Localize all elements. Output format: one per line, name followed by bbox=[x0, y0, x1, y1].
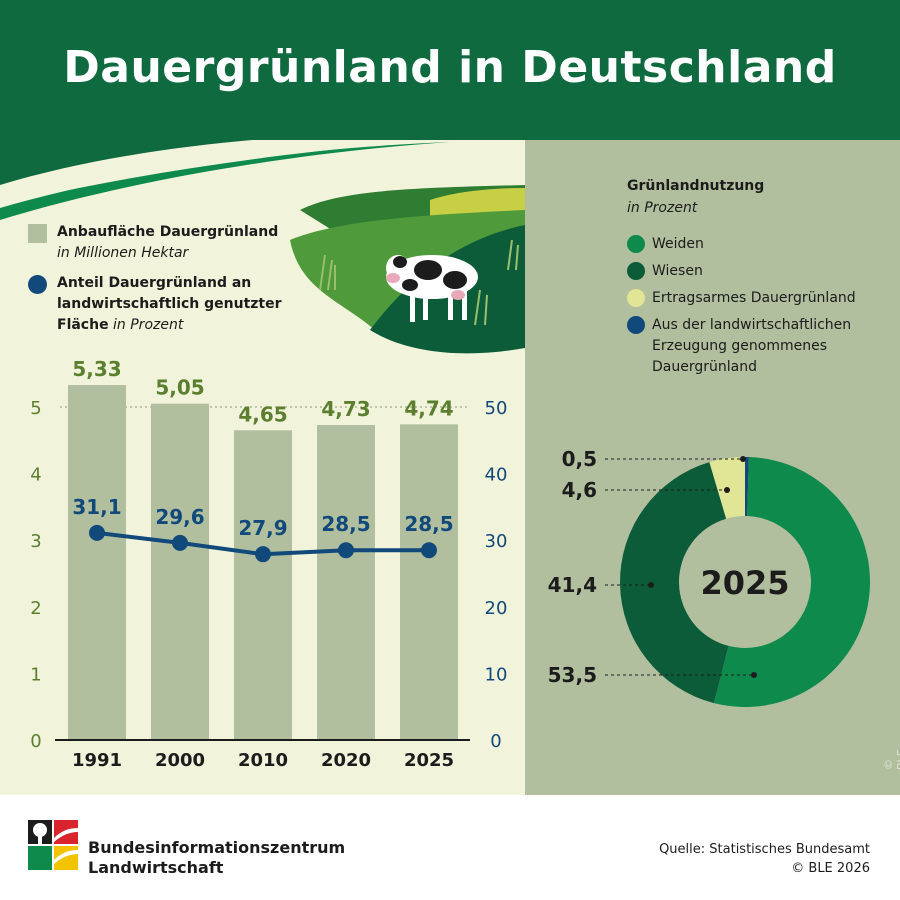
pie-leader-dot bbox=[724, 487, 730, 493]
pie-legend-dot-weiden bbox=[627, 235, 645, 253]
legend-bar-title: Anbaufläche Dauergrünland bbox=[57, 224, 279, 240]
source-text: Quelle: Statistisches Bundesamt bbox=[659, 842, 870, 857]
vertical-copyright: © BLE bbox=[882, 749, 900, 770]
pie-legend-label-ertragsarm: Ertragsarmes Dauergrünland bbox=[652, 290, 856, 306]
copyright-text: © BLE 2026 bbox=[791, 861, 870, 876]
legend-line-swatch bbox=[28, 275, 47, 294]
legend-line-title-2: landwirtschaftlich genutzter bbox=[57, 296, 282, 312]
pie-legend-dot-genommen bbox=[627, 316, 645, 334]
ble-logo-icon bbox=[28, 820, 78, 870]
y-left-tick-label: 3 bbox=[30, 531, 41, 552]
bar-value-label: 4,65 bbox=[238, 402, 287, 426]
y-right-tick-label: 30 bbox=[485, 531, 508, 552]
donut-chart: 2025 0,5 53,5 41,4 4,6 bbox=[548, 447, 870, 707]
line-point bbox=[421, 542, 437, 559]
pie-legend-title: Grünlandnutzung bbox=[627, 178, 765, 194]
pie-leader-dot bbox=[751, 672, 757, 678]
pie-slice-label: 4,6 bbox=[562, 478, 597, 502]
header-swoosh bbox=[0, 130, 525, 220]
y-right-tick-label: 20 bbox=[485, 598, 508, 619]
y-left-tick-label: 0 bbox=[30, 731, 41, 752]
bar bbox=[234, 430, 292, 740]
legend-line-title-1: Anteil Dauergrünland an bbox=[57, 275, 252, 291]
legend-line-unit: in Prozent bbox=[113, 317, 184, 333]
bar bbox=[68, 385, 126, 740]
pie-slice bbox=[713, 457, 870, 707]
pie-legend-label-weiden: Weiden bbox=[652, 236, 704, 252]
x-tick-label: 2000 bbox=[155, 750, 205, 771]
pie-slice bbox=[745, 457, 749, 517]
x-tick-label: 2025 bbox=[404, 750, 454, 771]
pie-slice-label: 0,5 bbox=[562, 447, 597, 471]
line-point bbox=[89, 524, 105, 541]
page-title: Dauergrünland in Deutschland bbox=[63, 42, 837, 93]
bar-value-label: 5,33 bbox=[72, 357, 121, 381]
x-tick-label: 2020 bbox=[321, 750, 371, 771]
footer bbox=[0, 795, 900, 900]
pie-legend-subtitle: in Prozent bbox=[627, 200, 698, 216]
combo-chart: 012345010203040505,3319915,0520004,65201… bbox=[30, 357, 508, 771]
legend-bar-swatch bbox=[28, 224, 47, 243]
x-tick-label: 2010 bbox=[238, 750, 288, 771]
pie-legend-label-wiesen: Wiesen bbox=[652, 263, 703, 279]
x-tick-label: 1991 bbox=[72, 750, 122, 771]
line-value-label: 28,5 bbox=[321, 512, 370, 536]
legend-bar-label: Anbaufläche Dauergrünland in Millionen H… bbox=[57, 222, 278, 264]
y-right-tick-label: 0 bbox=[490, 731, 501, 752]
y-left-tick-label: 5 bbox=[30, 398, 41, 419]
legend-line-label: Anteil Dauergrünland an landwirtschaftli… bbox=[57, 273, 282, 336]
org-name-line-1: Bundesinformationszentrum bbox=[88, 838, 346, 857]
y-left-tick-label: 2 bbox=[30, 598, 41, 619]
pasture-cow-illustration bbox=[290, 185, 525, 354]
bar bbox=[317, 424, 375, 740]
line-value-label: 28,5 bbox=[404, 512, 453, 536]
y-left-tick-label: 1 bbox=[30, 664, 41, 685]
legend-bar-unit: in Millionen Hektar bbox=[57, 245, 189, 261]
pie-slice-label: 53,5 bbox=[548, 663, 597, 687]
pie-leader-dot bbox=[740, 456, 746, 462]
line-point bbox=[172, 534, 188, 551]
pie-leader-dot bbox=[648, 582, 654, 588]
line-point bbox=[255, 546, 271, 563]
source-note: Quelle: Statistisches Bundesamt © BLE 20… bbox=[659, 840, 870, 878]
org-name: Bundesinformationszentrum Landwirtschaft bbox=[88, 838, 345, 878]
line-value-label: 29,6 bbox=[155, 505, 204, 529]
line-value-label: 31,1 bbox=[72, 495, 121, 519]
y-right-tick-label: 40 bbox=[485, 465, 508, 486]
bar bbox=[400, 424, 458, 740]
pie-legend-dot-ertragsarm bbox=[627, 289, 645, 307]
y-left-tick-label: 4 bbox=[30, 465, 41, 486]
y-right-tick-label: 10 bbox=[485, 664, 508, 685]
org-name-line-2: Landwirtschaft bbox=[88, 858, 224, 877]
donut-center-label: 2025 bbox=[700, 564, 789, 602]
pie-legend-label-genommen: Aus der landwirtschaftlichen Erzeugung g… bbox=[652, 317, 852, 375]
y-right-tick-label: 50 bbox=[485, 398, 508, 419]
bar bbox=[151, 403, 209, 740]
bar-value-label: 4,74 bbox=[404, 396, 453, 420]
cow-icon bbox=[386, 255, 478, 322]
line-point bbox=[338, 542, 354, 559]
bar-value-label: 5,05 bbox=[155, 376, 204, 400]
pie-slice bbox=[619, 462, 729, 704]
pie-slice-label: 41,4 bbox=[548, 573, 597, 597]
line-value-label: 27,9 bbox=[238, 516, 287, 540]
bar-value-label: 4,73 bbox=[321, 397, 370, 421]
legend-line-title-3: Fläche bbox=[57, 317, 109, 333]
pie-legend-dot-wiesen bbox=[627, 262, 645, 280]
